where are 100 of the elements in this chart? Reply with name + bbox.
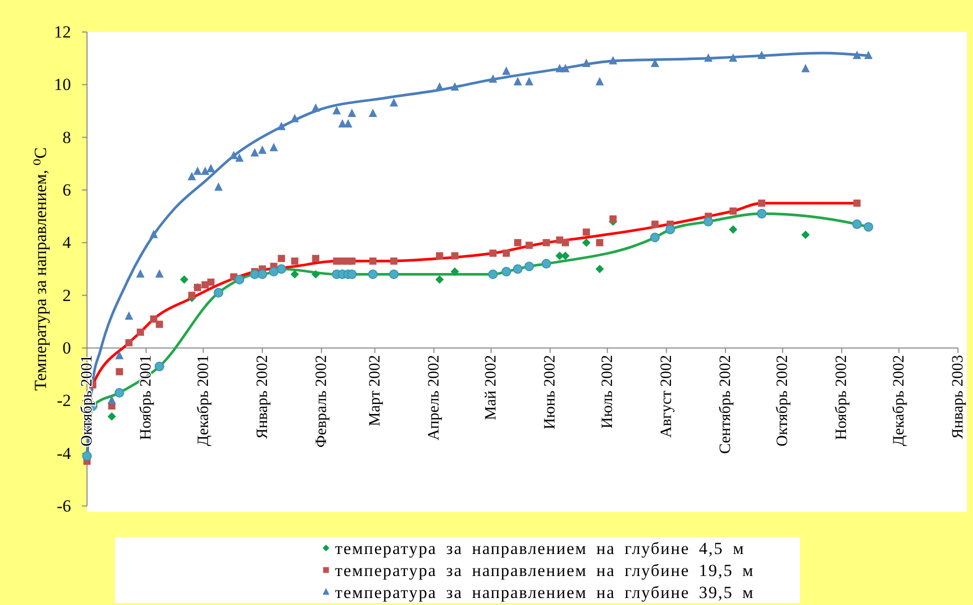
legend-label: температура за направлением на глубине 4,5 м — [335, 538, 745, 558]
x-tick-label: Июль 2002 — [598, 354, 616, 428]
y-axis-title: Температура за направлением, ⁰C — [30, 147, 50, 391]
point — [368, 269, 378, 280]
point — [136, 269, 145, 278]
point — [154, 362, 164, 372]
point — [180, 275, 188, 284]
point — [650, 232, 660, 242]
point — [512, 264, 523, 274]
point — [488, 269, 498, 280]
point — [250, 269, 260, 280]
point — [348, 108, 356, 117]
point — [864, 222, 874, 232]
point — [730, 207, 737, 215]
point — [801, 64, 810, 72]
y-tick-label: 4 — [62, 233, 72, 252]
point — [150, 230, 158, 238]
point — [502, 66, 510, 75]
point — [595, 264, 604, 274]
point — [502, 266, 512, 276]
point — [757, 50, 766, 60]
point — [348, 258, 356, 265]
point — [207, 278, 214, 286]
point — [524, 262, 534, 272]
point — [435, 275, 444, 284]
point — [864, 50, 873, 60]
x-tick-label: Январь 2002 — [254, 354, 271, 439]
x-tick-label: Ноябрь 2002 — [833, 354, 850, 440]
x-tick-label: Октябрь 2001 — [78, 355, 96, 447]
point — [290, 270, 299, 278]
point — [234, 274, 244, 284]
x-tick-label: Август 2002 — [658, 354, 675, 438]
x-tick-label: Декабрь 2002 — [890, 354, 908, 446]
point — [270, 142, 278, 152]
point — [596, 239, 604, 246]
legend-label: температура за направлением на глубине 19,5 м — [335, 560, 754, 580]
point — [290, 114, 299, 122]
point — [108, 396, 116, 404]
point — [193, 166, 202, 175]
point — [488, 74, 498, 83]
y-tick-label: -4 — [56, 444, 72, 463]
point — [114, 388, 124, 398]
point — [704, 53, 713, 62]
x-tick-label: Апрель 2002 — [425, 354, 442, 440]
point — [369, 258, 376, 265]
point — [595, 77, 604, 86]
point — [582, 58, 591, 67]
point — [436, 252, 444, 260]
y-tick-label: -2 — [56, 391, 71, 410]
point — [389, 269, 399, 280]
x-tick-label: Декабрь 2001 — [194, 355, 212, 446]
point — [214, 288, 224, 298]
y-tick-label: 2 — [62, 286, 71, 305]
point — [312, 103, 320, 112]
point — [268, 266, 279, 276]
x-tick-label: Ноябрь 2001 — [138, 355, 155, 440]
point — [116, 368, 123, 376]
point — [582, 238, 591, 247]
point — [150, 315, 158, 323]
y-tick-label: -6 — [56, 496, 71, 516]
point — [704, 216, 714, 226]
point — [489, 250, 497, 257]
point — [542, 258, 552, 269]
point — [390, 98, 398, 106]
point — [561, 64, 570, 72]
x-tick-label: Январь 2003 — [950, 354, 966, 439]
point — [235, 153, 244, 162]
point — [451, 252, 458, 260]
point — [502, 250, 510, 257]
point — [756, 208, 766, 218]
point — [155, 269, 164, 278]
point — [450, 82, 460, 91]
point — [258, 269, 268, 280]
point — [125, 339, 133, 346]
point — [852, 219, 862, 230]
x-tick-label: Октябрь 2002 — [774, 354, 792, 447]
y-tick-label: 6 — [62, 180, 71, 200]
point — [651, 220, 659, 228]
point — [852, 50, 862, 60]
point — [156, 320, 164, 328]
y-tick-label: 12 — [54, 22, 71, 42]
point — [347, 269, 357, 280]
y-tick-label: 0 — [62, 338, 71, 358]
point — [514, 239, 522, 246]
x-tick-label: Март 2002 — [366, 354, 384, 426]
point — [526, 242, 533, 249]
point — [82, 451, 92, 461]
point — [801, 230, 810, 239]
point — [136, 328, 144, 336]
point — [258, 146, 267, 154]
point — [582, 228, 590, 236]
point — [124, 311, 134, 320]
point — [665, 224, 676, 234]
x-tick-label: Июнь 2002 — [542, 354, 559, 430]
point — [609, 215, 617, 223]
point — [278, 254, 286, 262]
y-tick-label: 10 — [54, 75, 71, 94]
point — [608, 56, 618, 64]
point — [250, 148, 259, 156]
point — [514, 77, 522, 86]
